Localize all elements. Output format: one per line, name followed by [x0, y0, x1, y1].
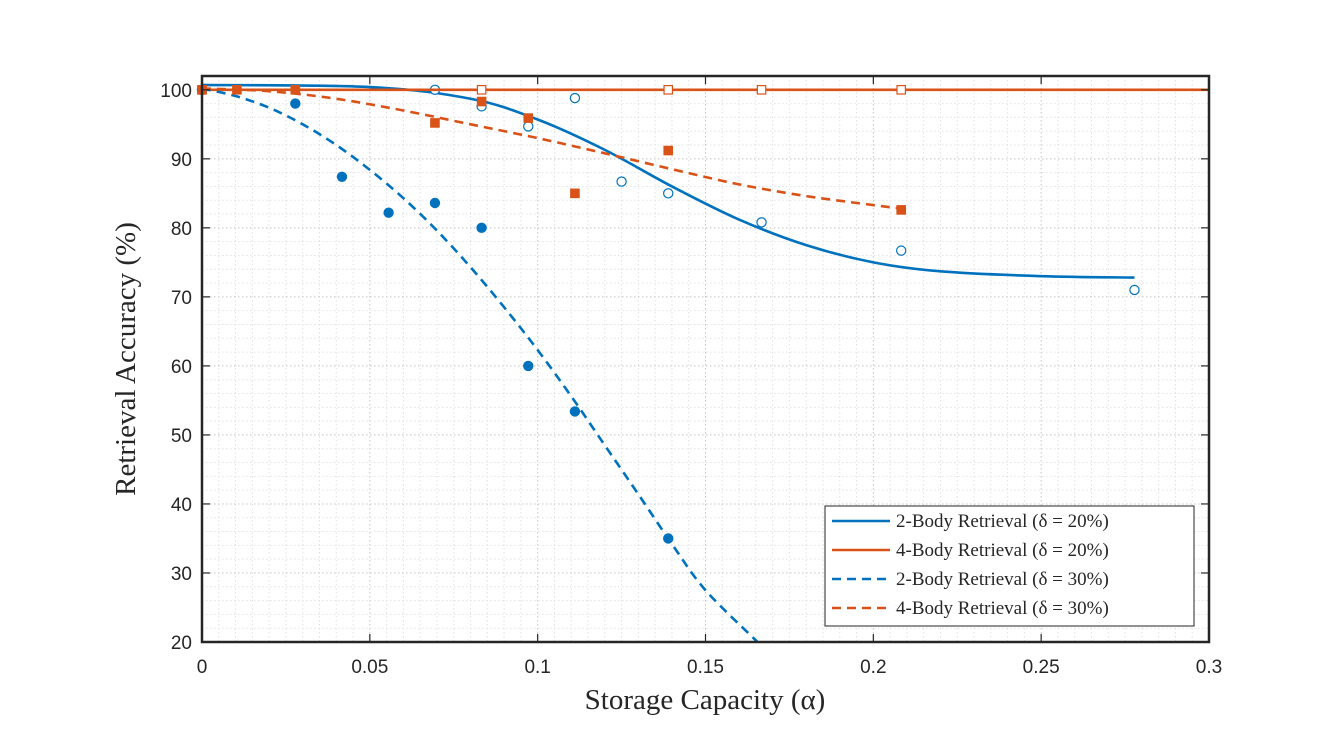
legend-label: 4-Body Retrieval (δ = 20%) [896, 540, 1109, 561]
data-point [523, 113, 534, 123]
y-tick-label: 40 [171, 495, 192, 516]
data-point [756, 85, 767, 95]
legend-entry: 4-Body Retrieval (δ = 30%) [832, 598, 1109, 619]
x-tick-label: 0.1 [524, 657, 550, 678]
data-point [290, 85, 301, 95]
legend-box [824, 505, 1195, 627]
legend-label: 2-Body Retrieval (δ = 30%) [896, 569, 1109, 590]
x-tick-label: 0.25 [1023, 657, 1060, 678]
data-point [896, 205, 906, 215]
x-tick-label: 0.15 [687, 657, 724, 678]
data-point [616, 176, 627, 187]
y-tick-label: 100 [160, 81, 192, 102]
y-tick-label: 80 [171, 219, 192, 240]
data-point [1129, 284, 1140, 296]
series-4-body-retrieval-30 [197, 85, 906, 215]
data-point [756, 217, 767, 228]
x-axis-title: Storage Capacity (α) [585, 684, 826, 716]
y-tick-label: 50 [171, 426, 192, 447]
data-point [663, 188, 674, 199]
y-tick-label: 70 [171, 288, 192, 309]
data-point [476, 222, 487, 234]
legend: 2-Body Retrieval (δ = 20%) 4-Body Retriev… [824, 505, 1195, 627]
legend-label: 4-Body Retrieval (δ = 30%) [896, 598, 1109, 619]
y-tick-label: 90 [171, 150, 192, 171]
data-point [232, 85, 242, 95]
data-point [523, 121, 534, 132]
y-tick-label: 30 [171, 564, 192, 585]
data-point [336, 171, 348, 182]
data-point [476, 96, 487, 107]
legend-entry: 2-Body Retrieval (δ = 30%) [832, 569, 1109, 590]
y-tick-labels: 20 30 40 50 60 70 80 90 100 [160, 81, 192, 654]
data-point [569, 406, 581, 417]
data-point [663, 533, 674, 544]
data-point [290, 98, 301, 109]
series-line [202, 87, 902, 210]
series-line [202, 87, 759, 642]
data-point [896, 85, 906, 95]
series-layer [196, 83, 1209, 642]
y-axis-title: Retrieval Accuracy (%) [110, 222, 142, 496]
data-point [569, 92, 581, 104]
data-point [570, 188, 580, 199]
y-tick-label: 20 [171, 633, 192, 654]
data-point [430, 118, 440, 128]
legend-entry: 2-Body Retrieval (δ = 20%) [832, 511, 1109, 532]
legend-entry: 4-Body Retrieval (δ = 20%) [832, 540, 1109, 561]
x-tick-labels: 0 0.05 0.1 0.15 0.2 0.25 0.3 [197, 657, 1223, 678]
data-point [663, 85, 674, 95]
y-tick-label: 60 [171, 357, 192, 378]
data-point [663, 145, 674, 156]
x-tick-label: 0.2 [860, 657, 886, 678]
data-point [383, 207, 394, 218]
series-line [202, 83, 1135, 279]
data-point [895, 245, 907, 256]
x-tick-label: 0 [197, 657, 208, 678]
legend-label: 2-Body Retrieval (δ = 20%) [896, 511, 1109, 532]
x-tick-label: 0.05 [351, 657, 388, 678]
data-point [523, 360, 534, 372]
series-4-body-retrieval-20 [197, 85, 1209, 95]
tick-marks [201, 76, 1210, 643]
x-tick-label: 0.3 [1196, 657, 1222, 678]
data-point [476, 85, 487, 95]
data-point [429, 197, 441, 209]
